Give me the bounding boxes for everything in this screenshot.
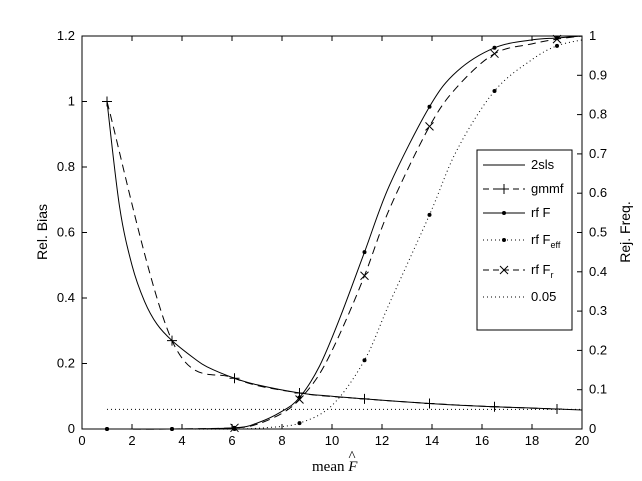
legend: 2sls gmmf rf F rf Feff rf Fr 0.05 [476, 149, 573, 331]
y-axis-label-left: Rel. Bias [34, 204, 50, 260]
data-point-gmmf [552, 404, 562, 415]
data-point-rf-f [362, 250, 367, 255]
x-axis-label-prefix: mean [312, 459, 348, 475]
x-tick-label: 12 [375, 433, 389, 448]
series-group [102, 34, 583, 433]
y-left-tick-label: 0.2 [57, 356, 75, 371]
data-point-gmmf [102, 96, 112, 107]
y-left-tick-label: 0 [68, 421, 75, 436]
data-point-gmmf [424, 398, 435, 409]
y-right-tick-label: 0.8 [589, 107, 607, 122]
y-right-tick-label: 0.2 [589, 342, 607, 357]
legend-label-2sls: 2sls [531, 157, 555, 172]
data-point-gmmf [359, 393, 370, 404]
series-line-rf-f [106, 35, 583, 430]
legend-label-rf-fr: rf Fr [531, 262, 554, 280]
svg-text:mean F: mean F [312, 459, 358, 475]
data-point-rf-f [492, 45, 497, 50]
x-tick-label: 20 [575, 433, 589, 448]
y-right-tick-label: 0.7 [589, 146, 607, 161]
data-point-rf-f-r [295, 395, 304, 404]
legend-label-ref: 0.05 [531, 289, 556, 304]
legend-swatch-rf-fr [483, 265, 525, 275]
x-tick-label: 16 [475, 433, 489, 448]
y-right-tick-label: 0 [589, 421, 596, 436]
x-tick-label: 14 [425, 433, 439, 448]
data-point-gmmf [489, 401, 500, 412]
x-axis-label-symbol: F [347, 459, 358, 475]
y-right-tick-label: 0.4 [589, 264, 607, 279]
y-right-tick-label: 0.9 [589, 67, 607, 82]
x-tick-label: 8 [278, 433, 285, 448]
x-tick-label: 4 [178, 433, 185, 448]
y-right-tick-label: 0.5 [589, 225, 607, 240]
y-axis-label-right: Rej. Freq. [617, 201, 633, 262]
data-point-rf-f-r [490, 49, 499, 59]
legend-box [476, 149, 573, 331]
legend-label-gmmf: gmmf [531, 181, 564, 196]
data-point-rf-f-eff [297, 421, 302, 426]
data-point-rf-f-eff [427, 212, 432, 217]
x-tick-label: 2 [128, 433, 135, 448]
legend-label-rf-feff: rf Feff [531, 232, 561, 250]
y-right-tick-label: 0.3 [589, 303, 607, 318]
data-point-rf-f-eff [555, 43, 559, 48]
data-point-rf-f-r [425, 122, 434, 131]
legend-label-rf-f: rf F [531, 205, 551, 220]
data-point-rf-f [427, 104, 432, 109]
x-axis-label-hat: ^ [348, 449, 355, 465]
data-point-gmmf [167, 335, 177, 346]
ticks-group: 0 2 4 6 8 10 12 14 16 18 2000.20.40.60.811.200.10.… [57, 28, 607, 448]
data-point-gmmf [229, 373, 240, 384]
x-tick-label: 18 [525, 433, 539, 448]
legend-swatch-rf-f [483, 211, 525, 215]
x-tick-label: 0 [78, 433, 85, 448]
x-axis-label: mean F ^ [312, 449, 358, 475]
y-left-tick-label: 0.6 [57, 225, 75, 240]
y-left-tick-label: 1 [68, 94, 75, 109]
series-line-rf-f-r [106, 35, 583, 430]
y-left-tick-label: 1.2 [57, 28, 75, 43]
y-right-tick-label: 1 [589, 28, 596, 43]
data-point-rf-f-eff [492, 89, 497, 94]
y-left-tick-label: 0.8 [57, 159, 75, 174]
y-right-tick-label: 0.1 [589, 382, 607, 397]
data-point-rf-f-r [360, 271, 369, 281]
x-tick-label: 6 [228, 433, 235, 448]
y-left-tick-label: 0.4 [57, 290, 75, 305]
y-right-tick-label: 0.6 [589, 185, 607, 200]
legend-swatch-rf-feff [483, 238, 525, 242]
series-line-2sls [106, 101, 583, 411]
data-point-rf-f-eff [362, 358, 367, 363]
x-tick-label: 10 [325, 433, 339, 448]
legend-swatch-gmmf [483, 184, 525, 194]
